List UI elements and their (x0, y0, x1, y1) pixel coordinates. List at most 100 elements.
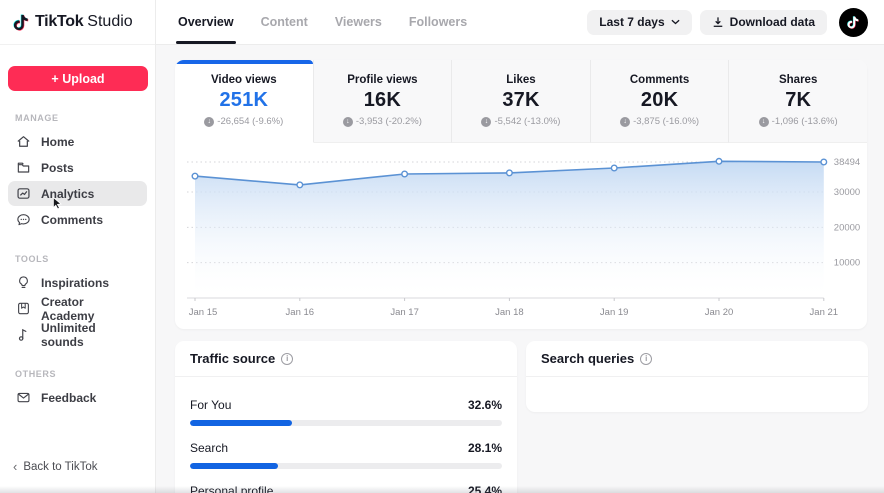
traffic-source-percentage: 28.1% (467, 441, 502, 455)
main-area: Overview Content Viewers Followers Last 7 d… (156, 0, 884, 493)
traffic-source-label: For You (190, 398, 232, 412)
back-chevron-icon: ‹ (13, 459, 18, 474)
tiktok-note-icon (13, 13, 29, 31)
metric-delta-text: -1,096 (-13.6%) (771, 116, 838, 127)
svg-text:Jan 15: Jan 15 (189, 307, 218, 318)
sidebar-item-label: Feedback (41, 390, 97, 405)
download-data-button[interactable]: Download data (699, 9, 827, 35)
back-to-tiktok-link[interactable]: ‹ Back to TikTok (13, 459, 97, 474)
feedback-icon (16, 390, 31, 405)
nav-section-label: TOOLS (15, 254, 49, 264)
sidebar-item-creator-academy[interactable]: Creator Academy (8, 294, 147, 323)
sidebar-item-label: Creator Academy (41, 294, 95, 323)
sidebar-item-posts[interactable]: Posts (8, 155, 147, 180)
insight-panels: Traffic source i For You 32.6% Search 28.1%… (175, 341, 868, 493)
home-icon (16, 134, 31, 149)
metric-value: 251K (219, 89, 269, 111)
analytics-icon (16, 186, 31, 201)
app-logo[interactable]: TikTok Studio (0, 0, 155, 45)
traffic-source-list: For You 32.6% Search 28.1% Personal profile 2… (175, 377, 517, 493)
search-queries-panel: Search queries i (526, 341, 868, 412)
metric-value: 16K (363, 89, 402, 111)
svg-text:Jan 17: Jan 17 (390, 307, 419, 318)
content-area: Video views 251K ↓ -26,654 (-9.6%) Profile v… (156, 45, 884, 493)
metric-delta: ↓ -5,542 (-13.0%) (452, 116, 590, 127)
sidebar-item-feedback[interactable]: Feedback (8, 385, 147, 410)
traffic-source-panel: Traffic source i For You 32.6% Search 28.1%… (175, 341, 517, 493)
metric-label: Video views (210, 74, 277, 86)
sidebar-item-analytics[interactable]: Analytics (8, 181, 147, 206)
svg-text:Jan 19: Jan 19 (600, 307, 629, 318)
profile-avatar[interactable] (839, 7, 868, 37)
svg-text:Jan 18: Jan 18 (495, 307, 524, 318)
metric-delta: ↓ -1,096 (-13.6%) (729, 116, 867, 127)
sidebar-item-label: Analytics (41, 186, 95, 201)
nav-section-label: MANAGE (15, 113, 59, 123)
down-arrow-icon: ↓ (204, 116, 215, 127)
svg-text:38494: 38494 (834, 157, 860, 168)
logo-suffix-text: Studio (87, 13, 133, 30)
analytics-tabs: Overview Content Viewers Followers (176, 0, 468, 44)
metric-delta-text: -5,542 (-13.0%) (494, 116, 561, 127)
sidebar-item-home[interactable]: Home (8, 129, 147, 154)
metric-delta: ↓ -3,953 (-20.2%) (314, 116, 452, 127)
sidebar: TikTok Studio + Upload MANAGE Home Posts An… (0, 0, 156, 493)
views-trend-chart[interactable]: 38494 30000 20000 10000 Jan 15 Jan 16 Jan 17 Ja… (175, 143, 867, 329)
topbar: Overview Content Viewers Followers Last 7 d… (156, 0, 884, 45)
download-icon (713, 17, 722, 27)
search-queries-body (526, 377, 868, 412)
date-range-dropdown[interactable]: Last 7 days (587, 9, 692, 35)
traffic-source-title: Traffic source (190, 351, 276, 366)
metric-tabs: Video views 251K ↓ -26,654 (-9.6%) Profile v… (175, 60, 867, 143)
metric-tab-comments[interactable]: Comments 20K ↓ -3,875 (-16.0%) (590, 60, 730, 143)
metric-label: Comments (629, 74, 690, 86)
tab-content[interactable]: Content (260, 15, 308, 29)
svg-text:10000: 10000 (834, 258, 860, 269)
svg-text:20000: 20000 (834, 222, 860, 233)
svg-text:30000: 30000 (834, 187, 860, 198)
logo-brand-text: TikTok (35, 13, 84, 30)
tab-overview[interactable]: Overview (176, 0, 236, 44)
traffic-source-row: Personal profile 25.4% (190, 484, 502, 493)
upload-button[interactable]: + Upload (8, 66, 148, 91)
tab-followers[interactable]: Followers (408, 15, 468, 29)
metric-delta: ↓ -3,875 (-16.0%) (591, 116, 729, 127)
posts-icon (16, 160, 31, 175)
overview-metrics-card: Video views 251K ↓ -26,654 (-9.6%) Profile v… (175, 60, 867, 329)
search-queries-title: Search queries (541, 351, 635, 366)
date-range-label: Last 7 days (599, 15, 665, 29)
download-label: Download data (729, 15, 815, 29)
comments-icon (16, 212, 31, 227)
topbar-controls: Last 7 days Download data (587, 7, 868, 37)
traffic-bar-track (190, 463, 502, 469)
metric-tab-likes[interactable]: Likes 37K ↓ -5,542 (-13.0%) (452, 60, 591, 143)
info-icon[interactable]: i (281, 352, 294, 365)
info-icon[interactable]: i (640, 352, 653, 365)
metric-tab-video-views[interactable]: Video views 251K ↓ -26,654 (-9.6%) (175, 60, 314, 143)
metric-delta: ↓ -26,654 (-9.6%) (175, 116, 313, 127)
svg-text:Jan 20: Jan 20 (705, 307, 734, 318)
metric-tab-shares[interactable]: Shares 7K ↓ -1,096 (-13.6%) (729, 60, 867, 143)
nav-section-label: OTHERS (15, 369, 57, 379)
svg-text:Jan 16: Jan 16 (286, 307, 315, 318)
sidebar-item-inspirations[interactable]: Inspirations (8, 270, 147, 295)
traffic-bar-fill (190, 463, 278, 469)
down-arrow-icon: ↓ (342, 116, 353, 127)
metric-value: 37K (502, 89, 540, 111)
sidebar-item-comments[interactable]: Comments (8, 207, 147, 232)
traffic-source-label: Personal profile (190, 484, 274, 493)
svg-text:Jan 21: Jan 21 (810, 307, 839, 318)
down-arrow-icon: ↓ (620, 116, 631, 127)
search-queries-header: Search queries i (526, 341, 868, 377)
metric-value: 20K (640, 89, 679, 111)
metric-tab-profile-views[interactable]: Profile views 16K ↓ -3,953 (-20.2%) (313, 60, 453, 143)
metric-delta-text: -26,654 (-9.6%) (217, 116, 284, 127)
sidebar-item-unlimited-sounds[interactable]: Unlimited sounds (8, 321, 147, 349)
tiktok-avatar-icon (847, 15, 859, 29)
lightbulb-icon (16, 275, 31, 290)
sidebar-item-label: Inspirations (41, 275, 110, 290)
traffic-source-percentage: 32.6% (467, 398, 502, 412)
academy-icon (16, 301, 31, 316)
tab-viewers[interactable]: Viewers (334, 15, 382, 29)
